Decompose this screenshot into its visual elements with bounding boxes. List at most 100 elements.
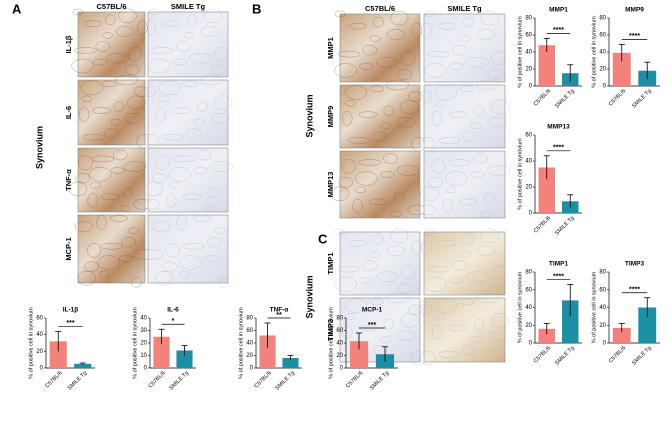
tissue-texture: [83, 20, 102, 27]
micrograph: [77, 79, 146, 146]
row-label: MMP1: [326, 37, 335, 59]
x-tick-label: SMILE Tg: [631, 88, 652, 109]
tissue-texture: [131, 277, 142, 288]
tissue-texture: [383, 105, 395, 117]
tissue-texture: [411, 239, 423, 255]
tissue-texture: [449, 277, 464, 284]
tissue-texture: [375, 57, 399, 68]
tissue-texture: [362, 260, 377, 271]
tissue-texture: [427, 265, 450, 273]
row-label: TIMP3: [326, 319, 335, 341]
tissue-texture: [90, 181, 101, 189]
tissue-texture: [334, 228, 346, 236]
chart-title: MCP-1: [362, 307, 383, 314]
tissue-texture: [82, 133, 106, 141]
tissue-texture: [437, 137, 461, 144]
tissue-texture: [480, 10, 499, 26]
tissue-texture: [341, 111, 353, 126]
tissue-texture: [154, 270, 174, 286]
tissue-texture: [125, 64, 140, 76]
tissue-texture: [434, 100, 446, 107]
tissue-texture: [379, 171, 395, 178]
tissue-texture: [102, 32, 113, 39]
tissue-texture: [96, 215, 107, 230]
tissue-texture: [137, 20, 148, 35]
tissue-texture: [334, 63, 357, 78]
row-label: TIMP1: [326, 252, 335, 274]
tissue-texture: [369, 85, 385, 93]
tissue-texture: [144, 181, 163, 197]
panel-letter: A: [12, 1, 22, 16]
tissue-texture: [158, 80, 181, 96]
tissue-texture: [193, 215, 212, 222]
tissue-texture: [420, 186, 439, 202]
tissue-texture: [484, 192, 495, 204]
tissue-texture: [210, 113, 230, 124]
bar: [538, 328, 555, 343]
tissue-texture: [161, 133, 185, 141]
y-tick-label: 60: [599, 287, 606, 293]
significance: ***: [368, 322, 376, 329]
row-label: MMP13: [326, 172, 335, 198]
tissue-texture: [98, 270, 110, 278]
column-header: SMILE Tg: [447, 4, 482, 13]
tissue-texture: [424, 277, 447, 292]
tissue-texture: [80, 80, 103, 96]
tissue-texture: [480, 228, 499, 244]
y-tick-label: 40: [525, 50, 532, 56]
tissue-texture: [397, 282, 413, 294]
tissue-texture: [182, 243, 205, 250]
tissue-texture: [337, 50, 361, 58]
tissue-texture: [161, 20, 181, 27]
tissue-texture: [397, 116, 416, 128]
chart-title: TNF-α: [270, 307, 289, 314]
tissue-texture: [151, 47, 174, 54]
y-tick-label: 60: [525, 287, 532, 293]
tissue-texture: [348, 240, 367, 247]
tissue-texture: [118, 8, 137, 24]
tissue-texture: [118, 255, 134, 262]
tissue-texture: [145, 20, 156, 35]
y-tick-label: 0: [144, 366, 148, 372]
tissue-texture: [417, 304, 433, 315]
tissue-texture: [197, 101, 208, 112]
tissue-texture: [490, 313, 510, 328]
tissue-texture: [127, 47, 143, 62]
chart-title: TIMP1: [549, 261, 569, 268]
y-tick-label: 40: [599, 50, 606, 56]
tissue-texture: [470, 122, 482, 130]
tissue-label: Synovium: [304, 275, 314, 318]
tissue-texture: [434, 298, 458, 313]
tissue-texture: [196, 149, 212, 161]
y-tick-label: 0: [529, 211, 533, 217]
y-tick-label: 80: [599, 270, 606, 276]
row-label: MMP9: [326, 106, 335, 128]
bar: [612, 52, 631, 86]
chart-title: TIMP3: [625, 261, 645, 268]
significance: ****: [629, 33, 640, 40]
tissue-texture: [490, 99, 510, 115]
y-tick-label: 40: [140, 316, 147, 322]
tissue-texture: [127, 95, 146, 110]
x-tick-label: C57BL/6: [345, 370, 364, 389]
tissue-texture: [141, 86, 157, 97]
chart-title: IL-1β: [63, 307, 79, 314]
y-tick-label: 0: [603, 84, 607, 90]
tissue-texture: [369, 298, 385, 306]
x-tick-label: SMILE Tg: [67, 370, 88, 391]
tissue-texture: [424, 10, 435, 18]
tissue-texture: [345, 100, 356, 107]
tissue-texture: [386, 29, 406, 40]
y-tick-label: 60: [336, 328, 343, 334]
y-axis-label: % of positive cell in synovium: [328, 307, 334, 379]
tissue-texture: [380, 122, 391, 130]
tissue-texture: [442, 198, 453, 214]
tissue-texture: [121, 236, 137, 248]
tissue-texture: [470, 171, 485, 178]
tissue-texture: [445, 171, 468, 186]
tissue-texture: [91, 155, 115, 163]
tissue-texture: [462, 131, 478, 142]
y-axis-label: % of positive cell in synovium: [238, 307, 244, 379]
tissue-texture: [334, 10, 346, 18]
